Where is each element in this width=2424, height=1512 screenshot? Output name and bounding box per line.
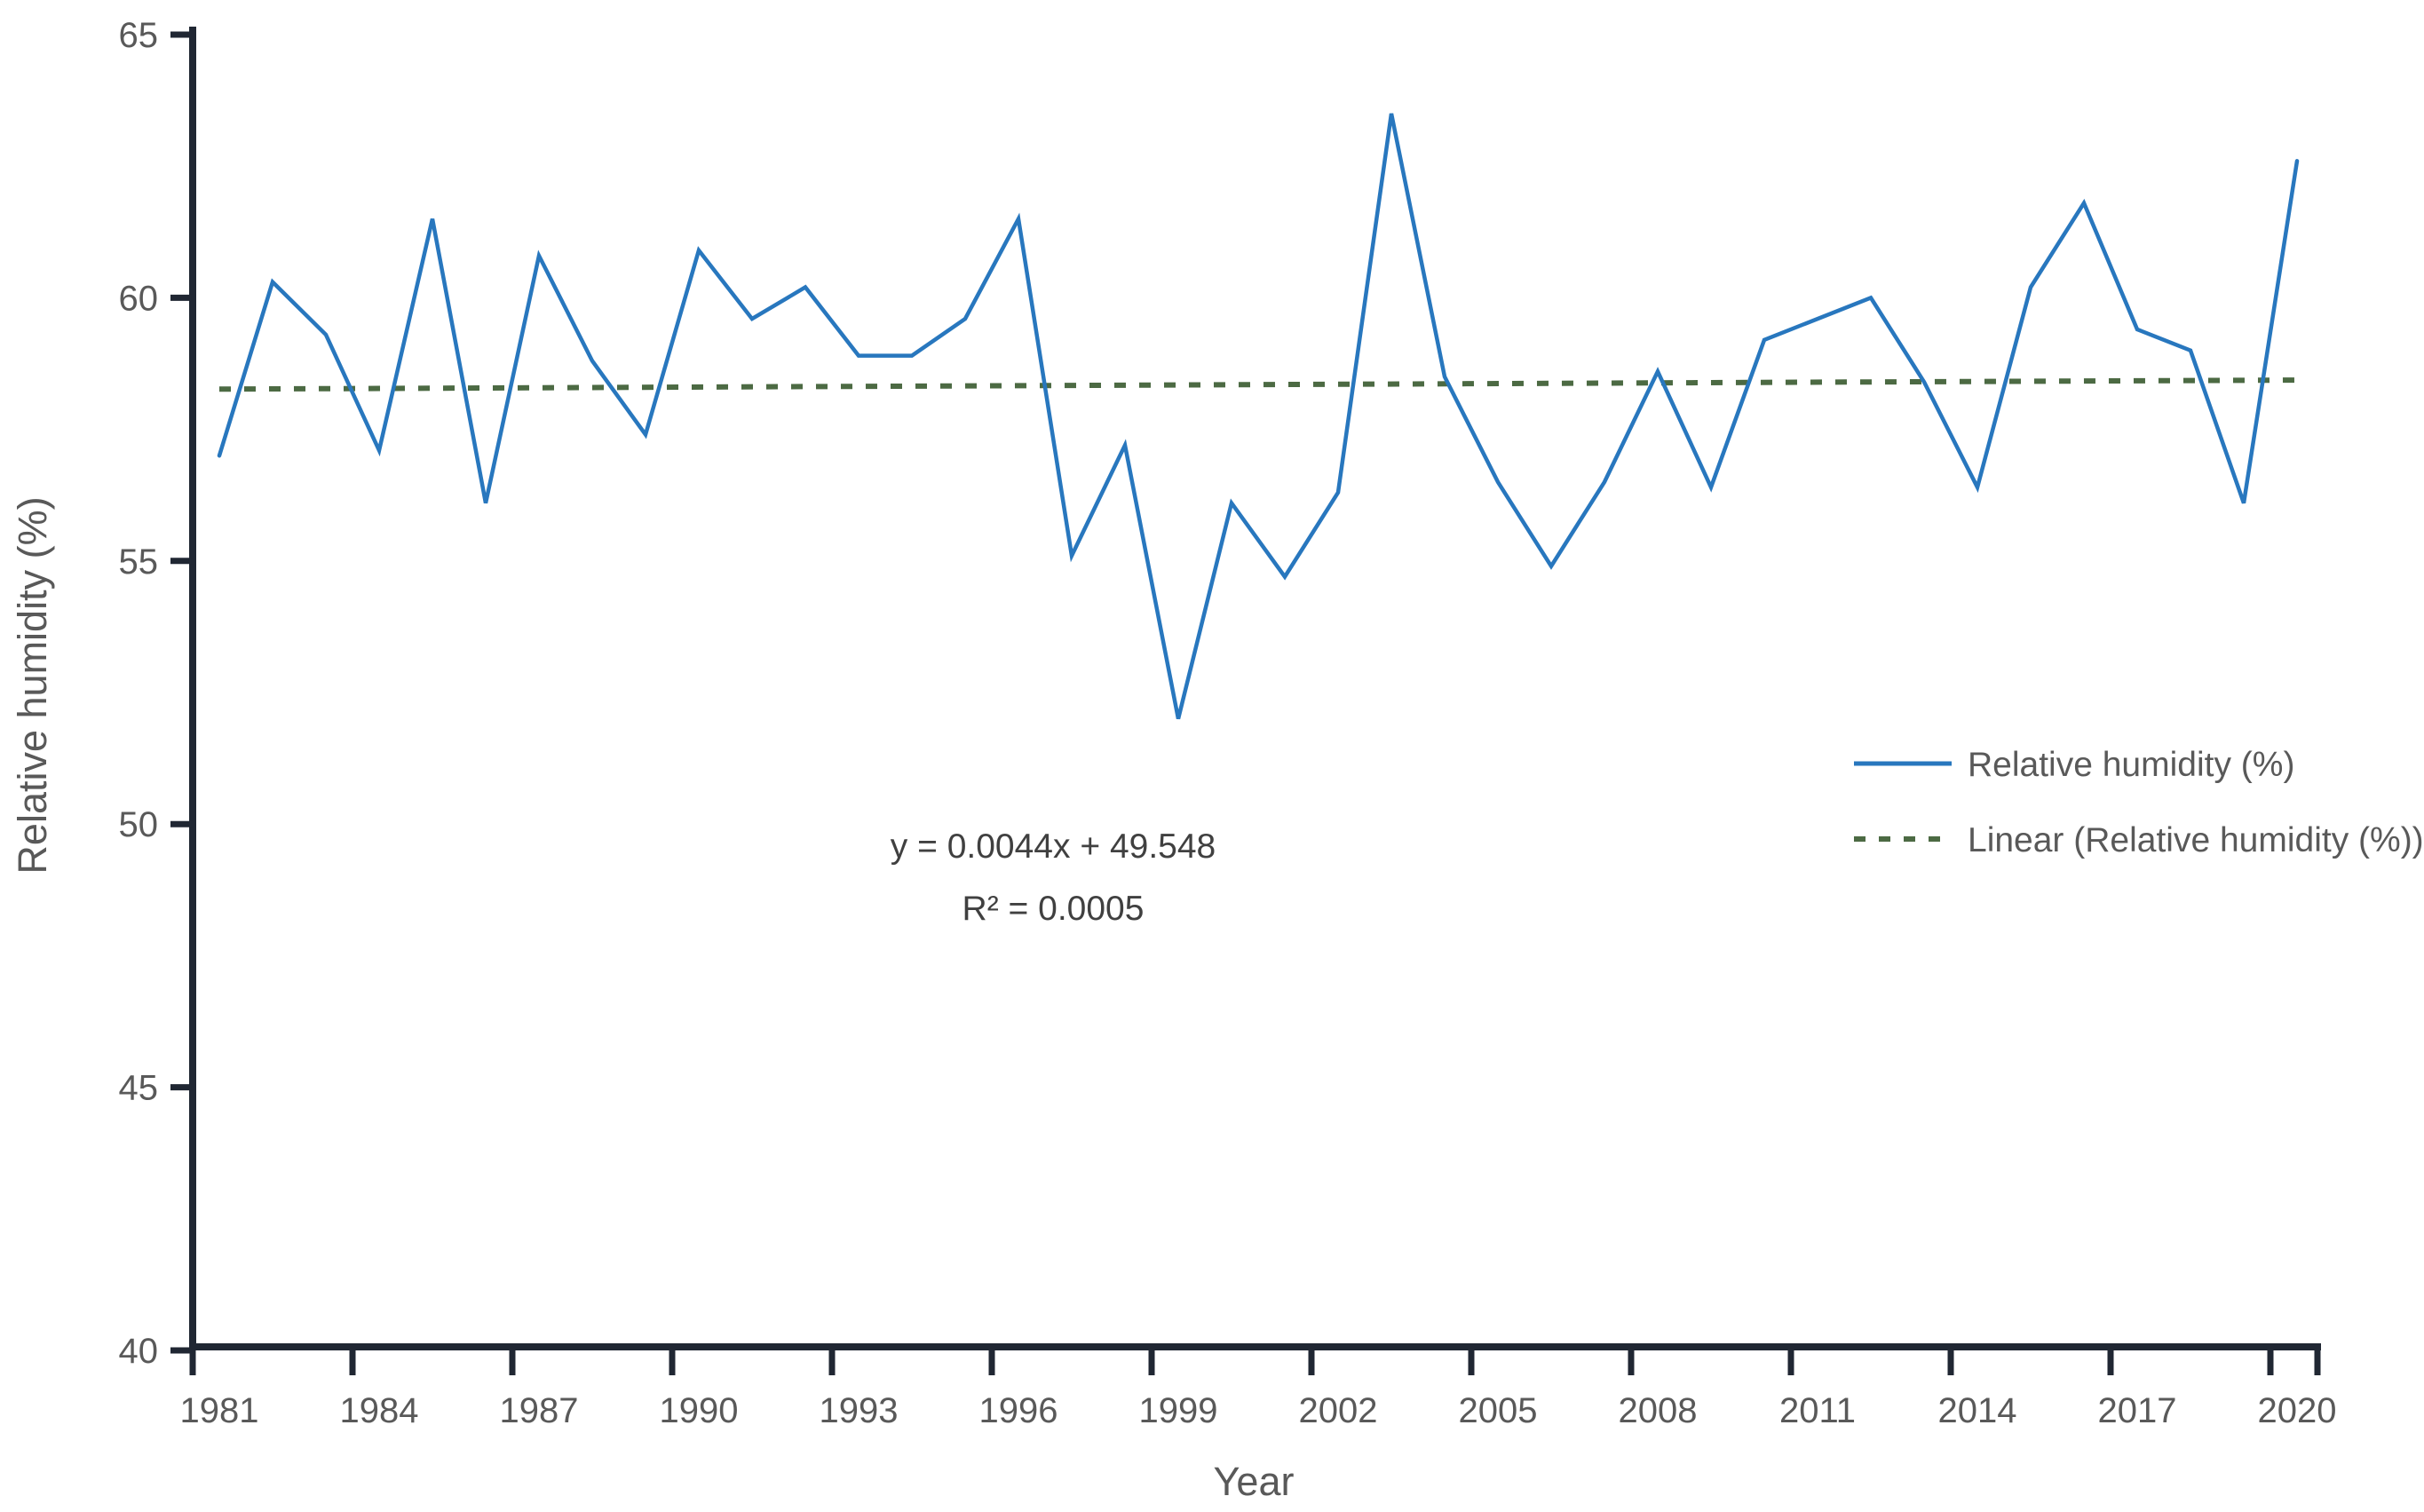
y-tick-label-50: 50 — [119, 805, 159, 844]
y-axis-line — [189, 27, 196, 1350]
x-tick-label-1981: 1981 — [180, 1391, 259, 1430]
x-tick-label-2011: 2011 — [1779, 1391, 1856, 1430]
trendline-equation: y = 0.0044x + 49.548 R² = 0.0005 — [891, 827, 1216, 928]
x-tick-label-1990: 1990 — [660, 1391, 739, 1430]
equation-text: y = 0.0044x + 49.548 — [891, 827, 1216, 866]
y-tick-label-60: 60 — [119, 279, 159, 318]
x-tick-label-2014: 2014 — [1938, 1391, 2017, 1430]
x-tick-label-2008: 2008 — [1619, 1391, 1698, 1430]
x-tick-label-1987: 1987 — [500, 1391, 579, 1430]
legend-series-label: Relative humidity (%) — [1968, 746, 2294, 784]
x-tick-label-2002: 2002 — [1299, 1391, 1378, 1430]
y-tick-label-45: 45 — [119, 1069, 159, 1108]
legend-item-series: Relative humidity (%) — [1854, 746, 2294, 784]
y-axis-title: Relative humidity (%) — [10, 496, 55, 874]
legend: Relative humidity (%) Linear (Relative h… — [1854, 746, 2424, 859]
trendline-linear — [218, 377, 2298, 392]
x-tick-label-1984: 1984 — [340, 1391, 419, 1430]
x-tick-label-1996: 1996 — [979, 1391, 1058, 1430]
y-tick-label-55: 55 — [119, 542, 159, 582]
legend-item-trendline: Linear (Relative humidity (%)) — [1854, 821, 2424, 859]
y-axis-ticks: 65 60 55 50 45 40 — [119, 16, 193, 1371]
x-axis-title: Year — [1214, 1459, 1295, 1504]
x-tick-label-2017: 2017 — [2098, 1391, 2177, 1430]
x-tick-label-2005: 2005 — [1459, 1391, 1538, 1430]
x-axis-line — [189, 1343, 2321, 1350]
x-axis-ticks: 1981 1984 1987 1990 1993 1996 1999 2002 2005 2008… — [180, 1347, 2337, 1430]
x-tick-label-2020: 2020 — [2258, 1391, 2337, 1430]
y-tick-label-65: 65 — [119, 16, 159, 55]
x-tick-label-1999: 1999 — [1139, 1391, 1218, 1430]
x-tick-label-1993: 1993 — [820, 1391, 899, 1430]
legend-trendline-label: Linear (Relative humidity (%)) — [1968, 821, 2424, 859]
series-line-relative-humidity — [217, 113, 2300, 720]
r-squared-text: R² = 0.0005 — [962, 890, 1145, 928]
y-tick-label-40: 40 — [119, 1332, 159, 1371]
axis-frame — [189, 27, 2321, 1350]
